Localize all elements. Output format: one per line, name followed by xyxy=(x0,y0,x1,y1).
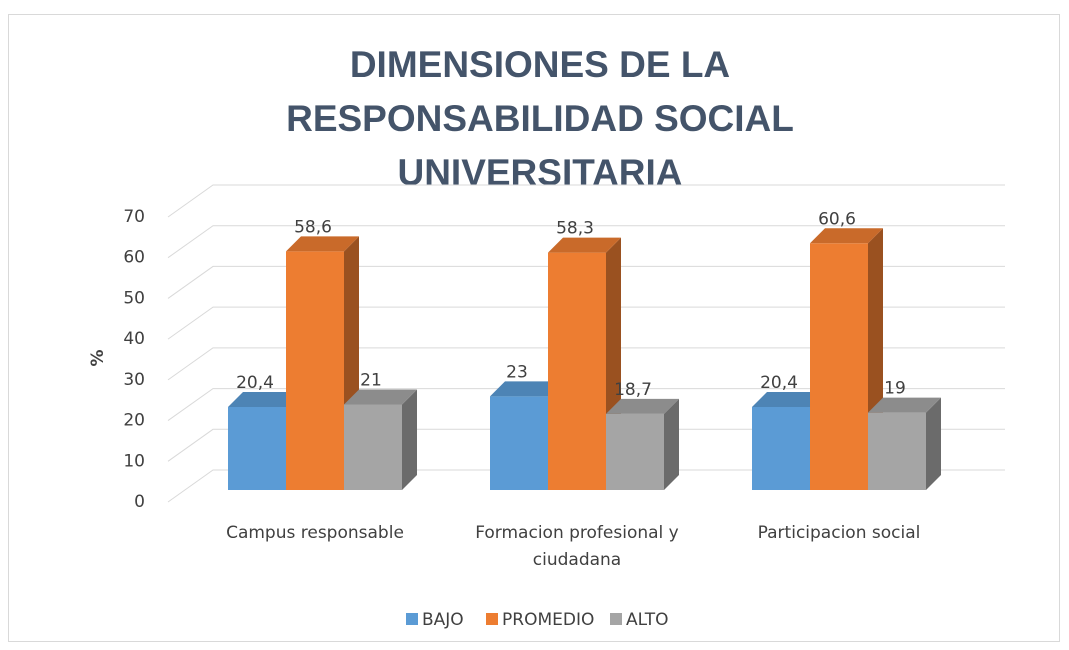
legend-swatch xyxy=(406,613,418,625)
data-label: 19 xyxy=(884,379,906,399)
bar-side xyxy=(402,389,417,490)
data-label: 58,6 xyxy=(294,217,332,237)
bar-front xyxy=(548,252,606,490)
data-label: 23 xyxy=(506,362,528,382)
bar-side xyxy=(664,398,679,490)
grid-line xyxy=(167,388,1005,421)
bar xyxy=(868,397,941,490)
legend-swatch xyxy=(486,613,498,625)
y-tick-label: 20 xyxy=(123,411,145,431)
legend-label: ALTO xyxy=(626,610,669,630)
bar-top xyxy=(810,228,883,244)
bar xyxy=(606,398,679,490)
bar-front xyxy=(228,406,286,490)
chart-frame xyxy=(8,14,1060,642)
bar-top xyxy=(286,236,359,252)
y-tick-label: 10 xyxy=(123,451,145,471)
bar-front xyxy=(752,406,810,490)
bar-front xyxy=(490,396,548,490)
y-tick-label: 40 xyxy=(123,329,145,349)
bar-front xyxy=(606,413,664,490)
y-tick-label: 30 xyxy=(123,370,145,390)
bar-side xyxy=(926,397,941,490)
y-tick-label: 50 xyxy=(123,288,145,308)
bar xyxy=(286,236,359,490)
y-axis-label: % xyxy=(88,349,108,366)
data-label: 20,4 xyxy=(236,373,274,393)
bar-top xyxy=(752,391,825,407)
grid-line xyxy=(167,306,1005,340)
y-tick-label: 70 xyxy=(123,207,145,227)
x-tick-label: Formacion profesional y xyxy=(475,523,679,543)
bar-front xyxy=(286,251,344,490)
legend-swatch xyxy=(610,613,622,625)
grid-line xyxy=(167,265,1005,299)
bar-top xyxy=(490,381,563,397)
bar-top xyxy=(606,398,679,414)
grid-line xyxy=(167,428,1005,462)
data-label: 21 xyxy=(360,371,382,391)
chart-title: DIMENSIONES DE LA RESPONSABILIDAD SOCIAL… xyxy=(286,44,794,193)
y-tick-label: 60 xyxy=(123,248,145,268)
data-label: 60,6 xyxy=(818,209,856,229)
grid-line xyxy=(167,469,1005,503)
bar-front xyxy=(868,412,926,490)
bar xyxy=(344,389,417,490)
bar-top xyxy=(344,389,417,405)
bar-top xyxy=(548,237,621,253)
bar-front xyxy=(344,404,402,490)
bar-top xyxy=(228,391,301,407)
grid-line xyxy=(167,225,1005,259)
x-tick-label: ciudadana xyxy=(533,550,621,570)
y-tick-label: 0 xyxy=(134,492,145,512)
grid-line xyxy=(167,347,1005,381)
x-tick-label: Campus responsable xyxy=(226,523,404,543)
legend-label: BAJO xyxy=(422,610,464,630)
data-label: 18,7 xyxy=(614,380,652,400)
x-tick-label: Participacion social xyxy=(758,523,921,543)
bar-top xyxy=(868,397,941,413)
data-label: 58,3 xyxy=(556,219,594,239)
bar-front xyxy=(810,243,868,490)
grid-line xyxy=(167,184,1005,218)
legend-label: PROMEDIO xyxy=(502,610,594,630)
data-label: 20,4 xyxy=(760,373,798,393)
